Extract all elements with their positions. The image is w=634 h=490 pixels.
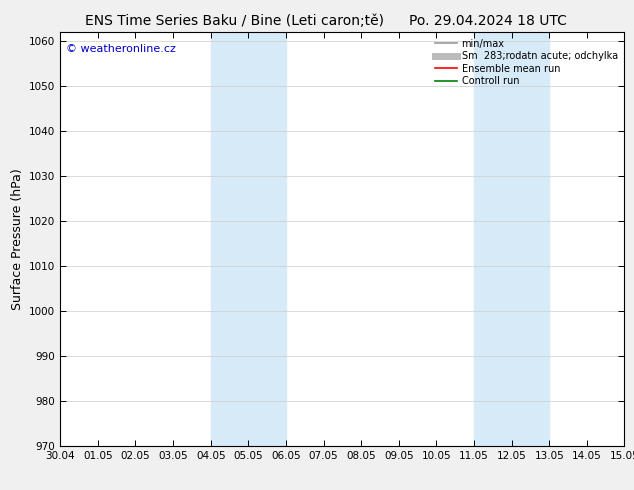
Bar	[512, 32, 549, 446]
Y-axis label: Surface Pressure (hPa): Surface Pressure (hPa)	[11, 168, 23, 310]
Legend: min/max, Sm  283;rodatn acute; odchylka, Ensemble mean run, Controll run: min/max, Sm 283;rodatn acute; odchylka, …	[434, 37, 619, 88]
Bar	[210, 32, 249, 446]
Bar	[249, 32, 286, 446]
Bar	[474, 32, 512, 446]
Text: Po. 29.04.2024 18 UTC: Po. 29.04.2024 18 UTC	[409, 14, 567, 28]
Text: ENS Time Series Baku / Bine (Leti caron;tě): ENS Time Series Baku / Bine (Leti caron;…	[85, 14, 384, 28]
Text: © weatheronline.cz: © weatheronline.cz	[66, 44, 176, 54]
